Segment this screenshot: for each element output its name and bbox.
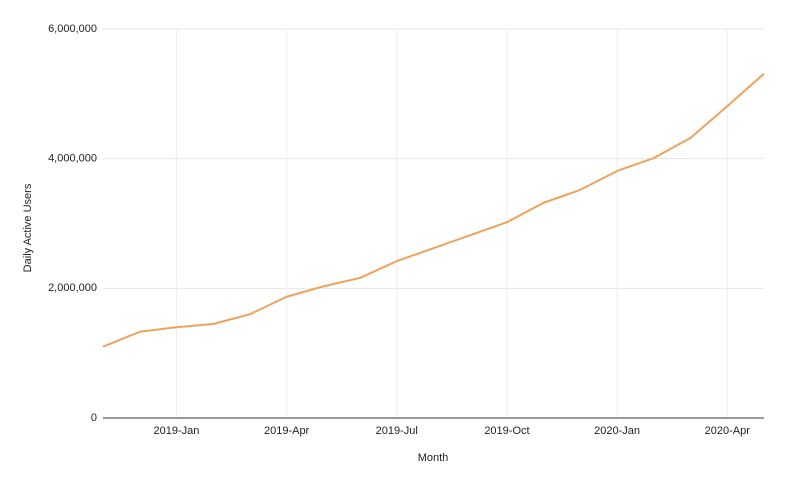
- y-tick-label: 4,000,000: [48, 153, 97, 165]
- x-tick-label: 2020-Jan: [594, 425, 640, 437]
- x-tick-label: 2019-Apr: [264, 425, 310, 437]
- x-tick-label: 2020-Apr: [705, 425, 751, 437]
- x-tick-label: 2019-Jan: [154, 425, 200, 437]
- x-tick-label: 2019-Jul: [376, 425, 418, 437]
- y-tick-label: 2,000,000: [48, 282, 97, 294]
- y-tick-label: 6,000,000: [48, 23, 97, 35]
- y-axis-title: Daily Active Users: [22, 183, 34, 272]
- line: [102, 72, 765, 348]
- y-tick-label: 0: [91, 412, 97, 424]
- x-tick-label: 2019-Oct: [484, 425, 529, 437]
- x-axis-title: Month: [418, 452, 449, 464]
